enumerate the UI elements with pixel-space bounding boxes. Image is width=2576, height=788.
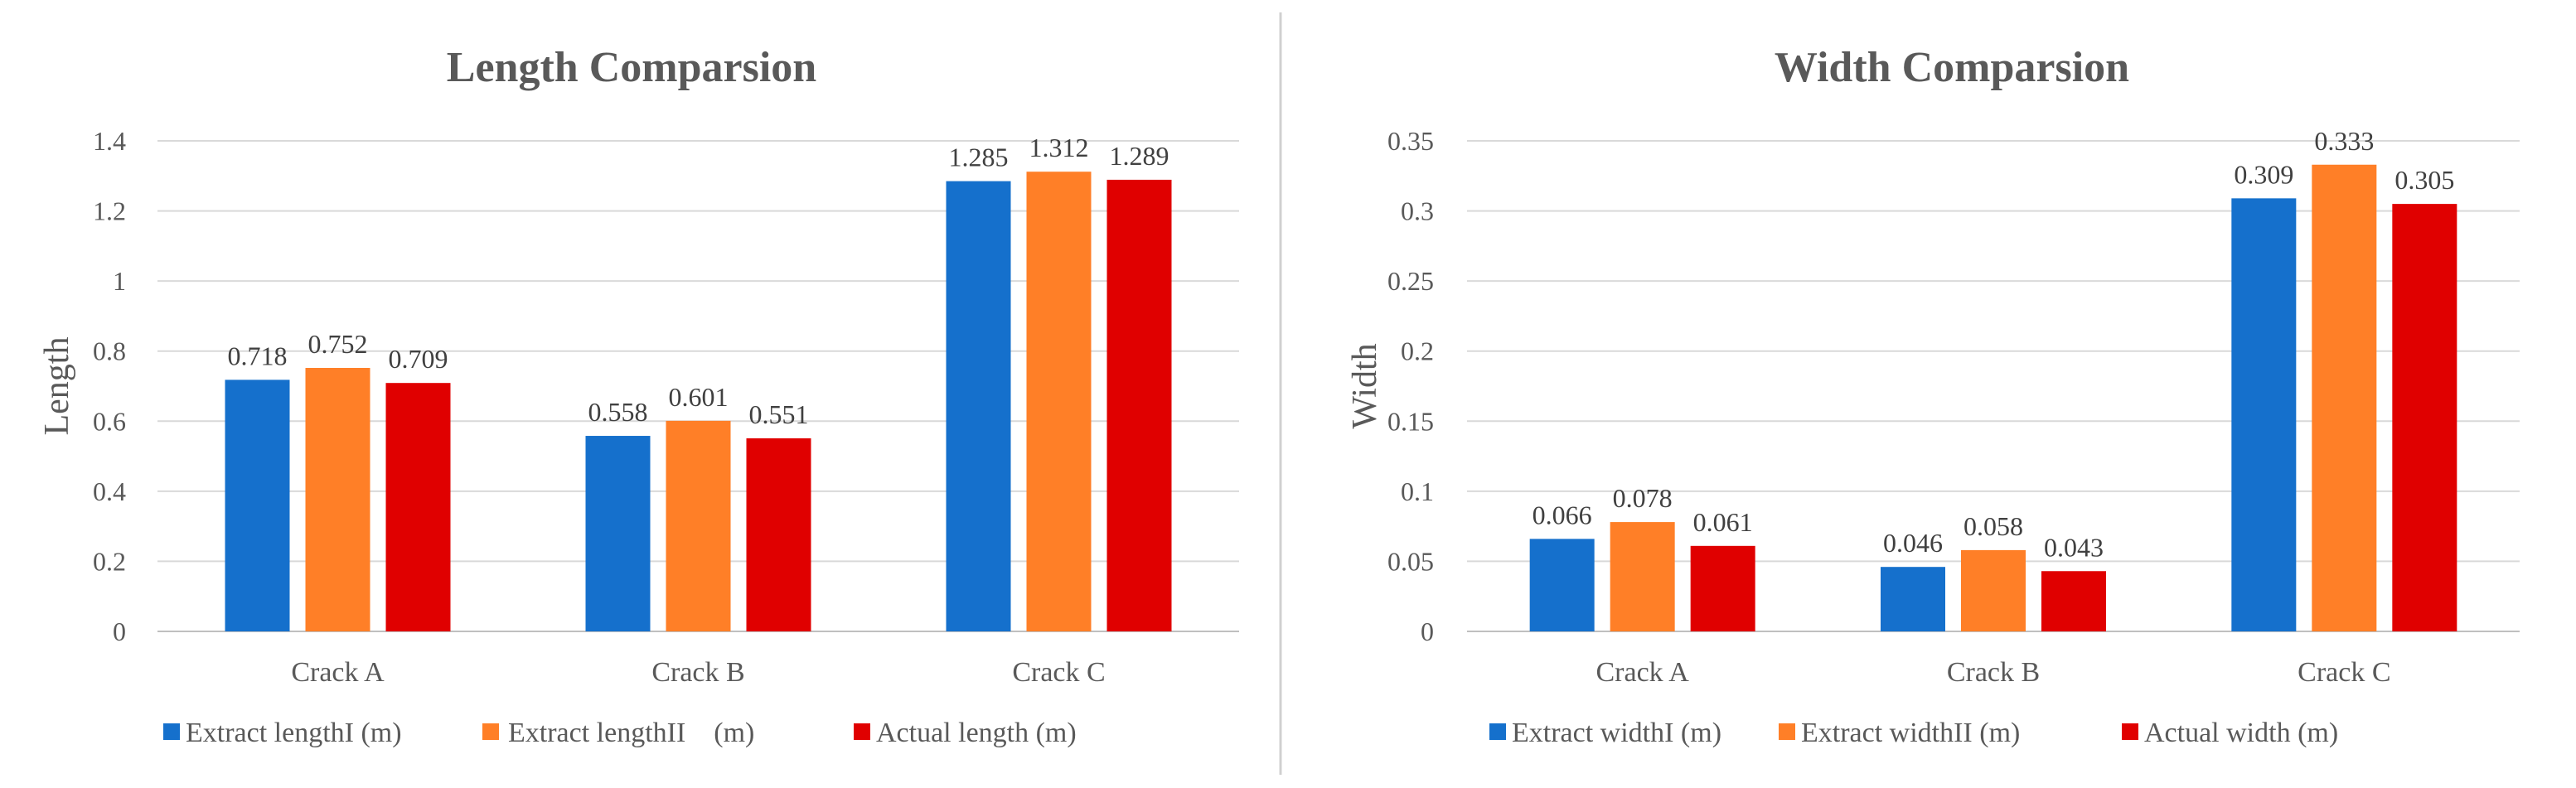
legend-swatch [1779, 723, 1795, 740]
x-category-label: Crack A [1595, 657, 1689, 688]
x-category-label: Crack B [1947, 657, 2040, 688]
y-tick-label: 1 [113, 266, 126, 296]
y-tick-label: 0.2 [1401, 336, 1434, 366]
bar-crack-b-series-3 [746, 438, 811, 631]
data-label: 0.078 [1613, 483, 1673, 513]
legend-label: Extract lengthII (m) [508, 718, 754, 748]
y-tick-label: 0 [113, 616, 126, 646]
data-label: 0.043 [2044, 532, 2104, 562]
data-label: 0.309 [2234, 159, 2293, 189]
chart-title: Width Comparsion [1775, 44, 2129, 91]
data-label: 0.558 [588, 397, 648, 427]
bar-crack-b-series-2 [666, 420, 731, 631]
data-label: 0.066 [1533, 500, 1592, 529]
bar-crack-b-series-3 [2041, 571, 2106, 631]
legend-label: Extract lengthI (m) [186, 718, 402, 748]
data-label: 0.061 [1693, 507, 1753, 537]
y-tick-label: 0.15 [1387, 406, 1434, 436]
data-label: 1.312 [1029, 133, 1089, 162]
data-label: 0.551 [749, 399, 809, 429]
y-tick-label: 0.25 [1387, 266, 1434, 296]
bar-crack-c-series-1 [2231, 198, 2297, 631]
bar-crack-a-series-3 [1690, 545, 1755, 631]
y-tick-label: 0 [1421, 616, 1434, 646]
bar-crack-a-series-2 [1610, 522, 1675, 631]
y-tick-label: 0.1 [1401, 476, 1434, 506]
y-tick-label: 1.4 [93, 126, 126, 156]
y-axis-title: Length [38, 337, 76, 436]
y-tick-label: 0.4 [93, 476, 126, 506]
bar-crack-c-series-2 [1026, 172, 1092, 631]
x-category-label: Crack B [651, 657, 744, 688]
bar-crack-a-series-3 [385, 383, 451, 631]
data-label: 0.709 [389, 344, 448, 374]
chart-title: Length Comparsion [447, 44, 816, 91]
bar-crack-b-series-1 [1881, 567, 1945, 631]
data-label: 0.333 [2314, 126, 2374, 156]
y-tick-label: 0.3 [1401, 196, 1434, 226]
legend-swatch [2122, 723, 2138, 740]
x-category-label: Crack A [291, 657, 385, 688]
legend-swatch [1489, 723, 1506, 740]
x-category-label: Crack C [1012, 657, 1105, 688]
bar-crack-a-series-2 [305, 368, 370, 631]
y-tick-label: 0.2 [93, 546, 126, 576]
y-axis-title: Width [1346, 343, 1384, 428]
y-tick-label: 0.8 [93, 336, 126, 366]
data-label: 1.289 [1110, 141, 1169, 171]
bar-crack-c-series-3 [1106, 179, 1172, 632]
data-label: 0.601 [669, 382, 729, 412]
data-label: 0.305 [2394, 165, 2454, 195]
length-comparison-chart: Length Comparsion Length 0 0.2 0.4 0.6 0.8 1 1.2… [38, 44, 1239, 748]
bar-crack-c-series-1 [946, 181, 1011, 632]
data-label: 0.752 [308, 329, 368, 359]
bar-crack-b-series-1 [585, 436, 651, 631]
legend-label: Actual width (m) [2144, 718, 2338, 748]
legend-swatch [854, 723, 870, 740]
legend-swatch [163, 723, 180, 740]
data-label: 1.285 [949, 143, 1009, 172]
x-category-label: Crack C [2298, 657, 2390, 688]
legend-label: Extract widthII (m) [1801, 718, 2020, 748]
data-label: 0.046 [1883, 528, 1943, 558]
y-tick-label: 0.05 [1387, 546, 1434, 576]
data-label: 0.718 [228, 341, 288, 370]
legend-swatch [482, 723, 499, 740]
y-tick-label: 0.6 [93, 406, 126, 436]
width-comparison-chart: Width Comparsion Width 0 0.05 0.1 0.15 0.2 0.25… [1346, 44, 2520, 748]
y-tick-label: 0.35 [1387, 126, 1434, 156]
bar-crack-c-series-2 [2312, 164, 2377, 632]
bar-crack-c-series-3 [2392, 204, 2457, 632]
legend-label: Extract widthI (m) [1512, 718, 1721, 748]
bar-crack-a-series-1 [1529, 539, 1595, 631]
data-label: 0.058 [1963, 511, 2023, 541]
legend-label: Actual length (m) [876, 718, 1077, 748]
bar-crack-a-series-1 [225, 379, 290, 631]
y-tick-label: 1.2 [93, 196, 126, 226]
bar-crack-b-series-2 [1961, 549, 2026, 631]
